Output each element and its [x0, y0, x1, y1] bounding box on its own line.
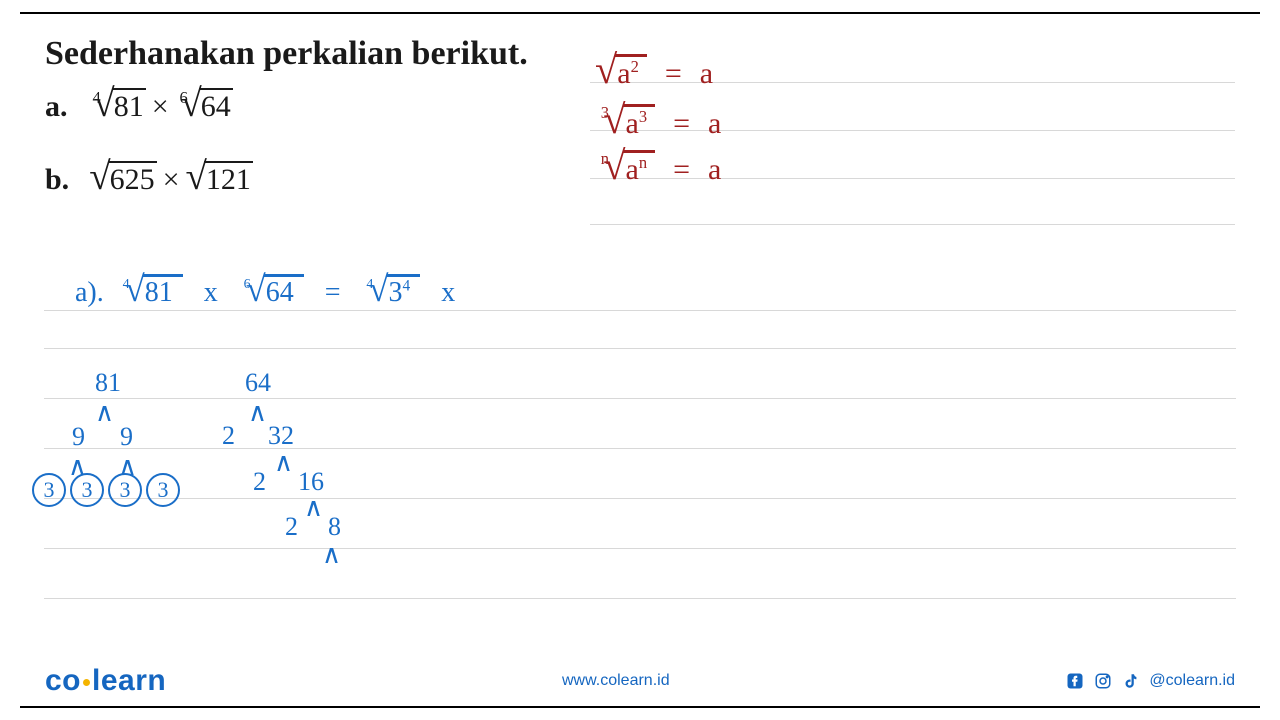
factor-tree-branch: ∧: [322, 540, 341, 570]
footer: colearn www.colearn.id @colearn.id: [45, 664, 1235, 698]
root-identity-formula: √a2=a: [595, 46, 713, 93]
factor-tree-branch: ∧: [274, 448, 293, 478]
factor-tree-node: 81: [95, 368, 121, 398]
social-handle: @colearn.id: [1149, 672, 1235, 690]
multiply-symbol: ×: [152, 90, 169, 124]
prime-factor-circled: 3: [32, 473, 66, 507]
factor-tree-node: 2: [222, 421, 235, 451]
root-expr-625: √ 625: [89, 154, 156, 199]
factor-tree-node: 2: [253, 467, 266, 497]
handwritten-solution-a: a). 4√81 x 6√64 = 4√34 x: [75, 268, 455, 310]
border-top: [20, 12, 1260, 14]
factor-tree-node: 32: [268, 421, 294, 451]
factor-tree-node: 8: [328, 512, 341, 542]
root-expr-6-64: 6 √ 64: [175, 81, 233, 126]
solution-label: a).: [75, 277, 104, 308]
facebook-icon: [1065, 671, 1085, 691]
footer-social: @colearn.id: [1065, 671, 1235, 691]
brand-logo: colearn: [45, 664, 166, 698]
instagram-icon: [1093, 671, 1113, 691]
factor-tree-branch: ∧: [95, 398, 114, 428]
factor-tree-node: 64: [245, 368, 271, 398]
prime-factor-circled: 3: [70, 473, 104, 507]
problem-a-label: a.: [45, 90, 68, 124]
border-bottom: [20, 706, 1260, 708]
factor-tree-branch: ∧: [304, 493, 323, 523]
root-expr-121: √ 121: [186, 154, 253, 199]
factor-tree-node: 9: [72, 422, 85, 452]
prime-factor-circled: 3: [146, 473, 180, 507]
footer-site-url: www.colearn.id: [562, 672, 670, 690]
factor-tree-branch: ∧: [248, 398, 267, 428]
logo-dot: [83, 679, 90, 686]
root-expr-4-81: 4 √ 81: [88, 81, 146, 126]
root-identity-formula: n√an=a: [595, 142, 721, 189]
tiktok-icon: [1121, 671, 1141, 691]
root-identity-formula: 3√a3=a: [595, 96, 721, 143]
prime-factor-circled: 3: [108, 473, 142, 507]
problem-b-label: b.: [45, 163, 69, 197]
factor-tree-node: 2: [285, 512, 298, 542]
multiply-symbol: ×: [163, 163, 180, 197]
factor-tree-node: 9: [120, 422, 133, 452]
